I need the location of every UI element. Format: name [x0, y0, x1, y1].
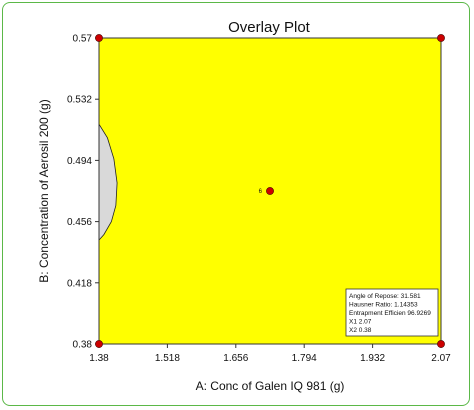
excluded-region: [98, 122, 118, 242]
x-tick-label: 2.07: [431, 353, 451, 364]
annotation-line: Angle of Repose: 31.581: [349, 293, 421, 300]
x-tick-label: 1.932: [360, 353, 385, 364]
x-tick-label: 1.656: [223, 353, 248, 364]
x-axis-label: A: Conc of Galen IQ 981 (g): [196, 379, 345, 393]
y-tick-label: 0.532: [67, 95, 92, 106]
y-tick-label: 0.456: [67, 217, 92, 228]
y-tick-label: 0.57: [73, 34, 93, 45]
y-axis: 0.38 0.418 0.456 0.494 0.532 0.57: [67, 34, 99, 351]
annotation-line: X2 0.38: [349, 327, 372, 334]
y-tick-label: 0.418: [67, 278, 92, 289]
annotation-box: Angle of Repose: 31.581 Hausner Ratio: 1.…: [345, 288, 439, 337]
annotation-box-frame: [345, 288, 439, 337]
annotation-line: Entrapment Efficien 96.9269: [349, 310, 431, 317]
annotation-line: X1 2.07: [349, 319, 372, 326]
x-axis: 1.38 1.518 1.656 1.794 1.932 2.07: [89, 344, 451, 364]
x-tick-label: 1.794: [292, 353, 317, 364]
design-point-label: 6: [259, 189, 263, 195]
design-point: [266, 187, 274, 195]
x-tick-label: 1.38: [89, 353, 109, 364]
annotation-line: Hausner Ratio: 1.14353: [349, 302, 418, 309]
design-points: 6: [95, 34, 445, 348]
design-point: [437, 340, 445, 348]
x-tick-label: 1.518: [155, 353, 180, 364]
y-tick-label: 0.494: [67, 156, 92, 167]
design-point: [95, 34, 103, 42]
design-point: [437, 34, 445, 42]
plot-border: [98, 37, 442, 345]
y-axis-label: B: Concentration of Aerosil 200 (g): [37, 99, 51, 282]
y-tick-label: 0.38: [73, 340, 93, 351]
chart-title: Overlay Plot: [228, 19, 311, 36]
design-point: [95, 340, 103, 348]
